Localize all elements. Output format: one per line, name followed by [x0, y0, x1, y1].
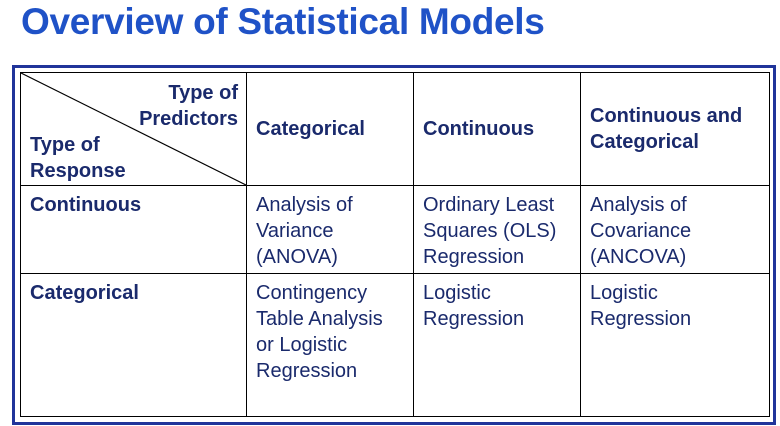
- predictors-label-line: Type of: [168, 82, 238, 104]
- row-header-continuous: Continuous: [20, 185, 247, 274]
- cell-line: Regression: [256, 360, 358, 382]
- column-header-continuous-and-categorical: Continuous and Categorical: [580, 72, 770, 186]
- cell-line: Analysis of: [256, 194, 353, 216]
- response-label: Type of Response: [30, 132, 126, 184]
- table-frame: [12, 65, 776, 425]
- response-label-line: Response: [30, 160, 126, 182]
- slide-title: Overview of Statistical Models: [21, 1, 545, 42]
- cell-contingency: Contingency Table Analysis or Logistic R…: [246, 273, 414, 417]
- cell-line: Regression: [423, 308, 525, 330]
- header-row: Type of Predictors Type of Response Cate…: [20, 72, 770, 186]
- cell-line: Regression: [590, 308, 692, 330]
- cell-ancova: Analysis of Covariance (ANCOVA): [580, 185, 770, 274]
- cell-line: or Logistic: [256, 334, 348, 356]
- cell-anova: Analysis of Variance (ANOVA): [246, 185, 414, 274]
- header-line: Continuous: [423, 118, 535, 140]
- table-row: Categorical Contingency Table Analysis o…: [20, 273, 770, 417]
- cell-line: Ordinary Least: [423, 194, 555, 216]
- cell-line: Covariance: [590, 220, 692, 242]
- diagonal-divider: [21, 73, 246, 185]
- cell-ols: Ordinary Least Squares (OLS) Regression: [413, 185, 581, 274]
- row-header-label: Categorical: [30, 282, 139, 304]
- cell-logistic-continuous: Logistic Regression: [413, 273, 581, 417]
- response-label-line: Type of: [30, 134, 100, 156]
- header-line: Categorical: [256, 118, 365, 140]
- corner-cell: Type of Predictors Type of Response: [20, 72, 247, 186]
- cell-line: Analysis of: [590, 194, 687, 216]
- column-header-continuous: Continuous: [413, 72, 581, 186]
- cell-line: (ANCOVA): [590, 246, 687, 268]
- row-header-label: Continuous: [30, 194, 142, 216]
- predictors-label: Type of Predictors: [139, 80, 238, 132]
- column-header-categorical: Categorical: [246, 72, 414, 186]
- cell-line: Variance: [256, 220, 334, 242]
- cell-line: Squares (OLS): [423, 220, 557, 242]
- predictors-label-line: Predictors: [139, 108, 238, 130]
- header-line: Categorical: [590, 131, 699, 153]
- header-line: Continuous and: [590, 105, 743, 127]
- row-header-categorical: Categorical: [20, 273, 247, 417]
- cell-line: Table Analysis: [256, 308, 383, 330]
- cell-line: (ANOVA): [256, 246, 338, 268]
- cell-logistic-mixed: Logistic Regression: [580, 273, 770, 417]
- cell-line: Logistic: [590, 282, 658, 304]
- models-table: Type of Predictors Type of Response Cate…: [20, 72, 770, 417]
- table-row: Continuous Analysis of Variance (ANOVA) …: [20, 185, 770, 274]
- cell-line: Logistic: [423, 282, 491, 304]
- cell-line: Contingency: [256, 282, 368, 304]
- cell-line: Regression: [423, 246, 525, 268]
